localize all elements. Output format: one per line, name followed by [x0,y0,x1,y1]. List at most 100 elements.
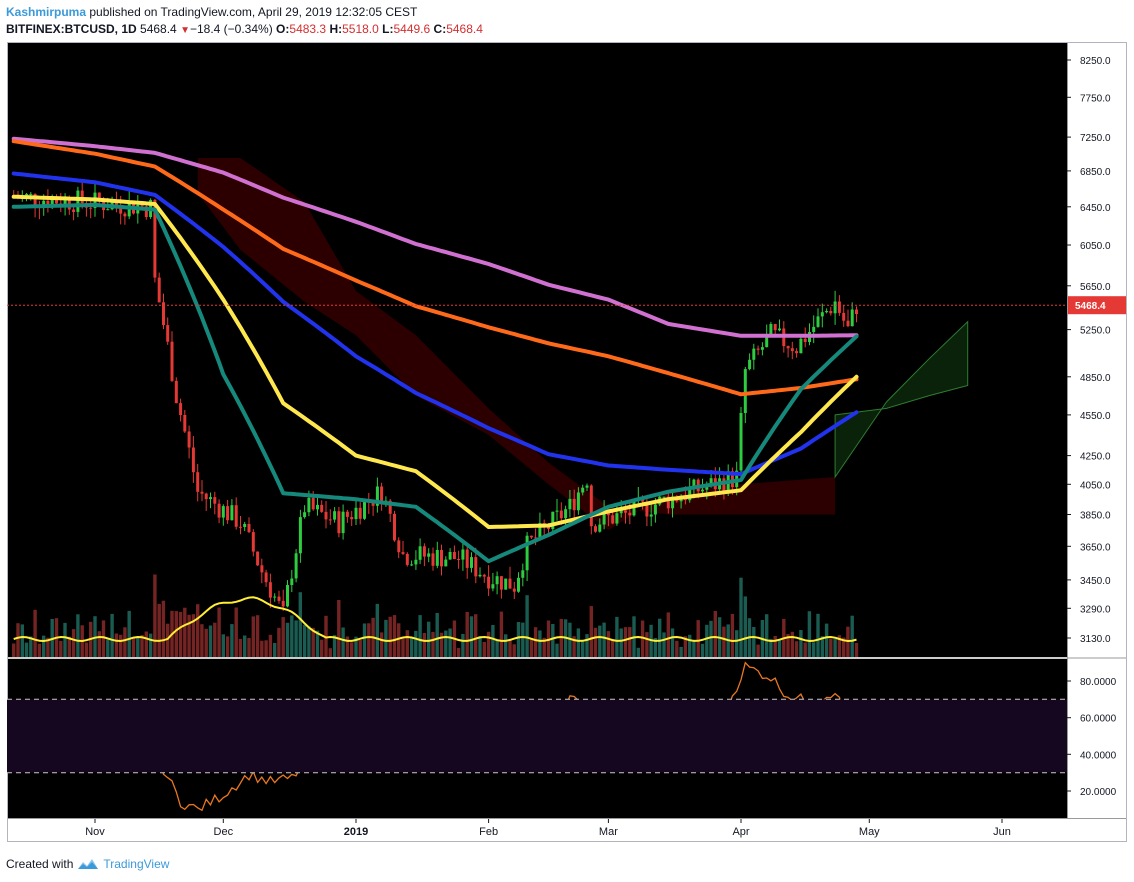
volume-bar [414,630,418,657]
candle-body [837,301,841,313]
candle-body [572,498,576,511]
candle-body [375,486,379,506]
volume-bar [794,641,799,657]
candle-body [504,578,508,590]
volume-bar [204,628,208,657]
open-label: O: [276,22,290,36]
candle-body [722,478,726,493]
candle-body [50,198,54,208]
candle-body [611,515,615,524]
volume-bar [585,634,589,657]
volume-bar [367,623,371,657]
volume-bar [166,623,170,657]
tradingview-brand-link[interactable]: TradingView [103,857,170,871]
author-name[interactable]: Kashmirpuma [6,5,87,19]
candle-body [324,511,328,520]
volume-bar [833,638,837,657]
volume-bar [653,638,658,657]
candle-body [649,514,653,517]
candle-body [705,486,709,490]
candle-body [739,413,743,471]
volume-bar [850,615,854,657]
candle-body [345,511,349,517]
volume-bar [431,631,435,657]
volume-bar [499,611,504,657]
volume-bar [101,620,106,657]
candle-body [119,205,123,214]
volume-bar [769,638,773,657]
volume-bar [486,631,491,657]
candle-body [517,577,520,592]
candle-body [316,504,319,510]
volume-bar [384,619,388,657]
volume-bar [320,639,324,657]
candle-body [551,511,555,529]
volume-bar [679,646,683,657]
candle-body [72,209,76,212]
candle-body [803,338,807,342]
candle-body [786,346,790,349]
volume-bar [358,639,362,657]
volume-bar [307,626,311,657]
candle-body [628,512,632,516]
candle-body [842,312,846,321]
candle-body [594,526,597,532]
volume-bar [602,622,606,657]
candle-body [790,348,794,352]
ema200-line [11,136,859,338]
candle-body [474,557,478,577]
volume-bar [593,627,598,657]
volume-bar [735,630,739,657]
candle-body [525,535,529,571]
candle-body [363,500,366,519]
volume-bar [16,623,20,657]
open-value: 5483.3 [289,22,327,36]
time-tick-label: 2019 [344,826,368,838]
candle-body [487,576,491,589]
time-tick-label: Nov [85,826,105,838]
candle-body [89,207,93,209]
candle-body [653,504,657,515]
candle-body [217,503,221,518]
volume-bar [525,595,529,657]
candle-body [418,546,422,560]
volume-bar [512,644,516,657]
volume-bar [722,626,726,657]
candle-body [521,570,525,578]
candle-body [576,492,580,511]
volume-bar [20,624,24,657]
candle-body [581,487,585,493]
volume-bar [730,614,735,657]
volume-bar [337,600,341,657]
candle-body [303,512,307,518]
candle-body [388,500,392,514]
volume-bar [354,636,358,657]
candle-body [688,488,692,501]
candle-body [598,524,602,532]
volume-bar [812,642,816,657]
volume-bar [854,643,859,657]
volume-bar [551,624,555,657]
volume-bar [504,634,508,657]
volume-bar [756,644,760,657]
price-panel-background [7,42,1067,657]
candle-body [397,540,401,553]
candle-body [234,505,238,527]
volume-bar [251,616,255,657]
candle-body [401,552,405,554]
candle-body [465,549,469,568]
candle-body [756,348,760,350]
candle-body [752,348,756,360]
candle-body [341,511,345,534]
volume-bar [187,614,191,657]
volume-bar [628,627,632,657]
volume-bar [281,617,285,657]
candle-body [251,532,255,552]
volume-bar [448,628,452,657]
candle-body [196,472,200,492]
candle-body [422,546,426,557]
candle-body [564,509,568,519]
ema100-line [11,139,859,397]
volume-bar [829,638,833,657]
